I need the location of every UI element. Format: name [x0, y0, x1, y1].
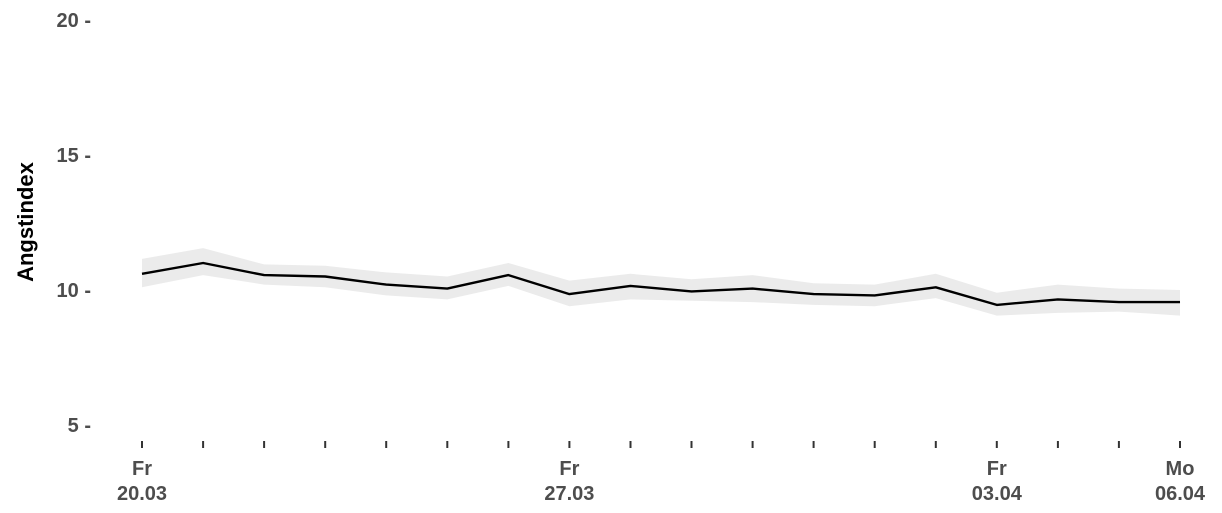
y-tick-label: 20 -: [57, 10, 91, 32]
x-tick-label-day: Fr: [132, 458, 152, 480]
y-tick-label: 15 -: [57, 145, 91, 167]
y-tick-label: 5 -: [68, 415, 91, 437]
confidence-band: [142, 248, 1180, 316]
series-line: [141, 261, 1180, 307]
x-tick-label-day: Fr: [559, 458, 579, 480]
x-axis: Fr 20.03 Fr 27.03 Fr 03.04 Mo 06.04: [117, 441, 1206, 505]
x-tick-label-day: Mo: [1166, 458, 1195, 480]
x-tick-label-date: 20.03: [117, 483, 167, 505]
x-tick-label-date: 27.03: [544, 483, 594, 505]
y-axis-title: Angstindex: [13, 161, 38, 282]
x-tick-label-day: Fr: [987, 458, 1007, 480]
x-tick-label-date: 03.04: [972, 483, 1023, 505]
plot-area: [141, 248, 1181, 316]
x-tick-label-date: 06.04: [1155, 483, 1206, 505]
y-tick-label: 10 -: [57, 280, 91, 302]
y-axis: 5 - 10 - 15 - 20 -: [57, 10, 91, 437]
